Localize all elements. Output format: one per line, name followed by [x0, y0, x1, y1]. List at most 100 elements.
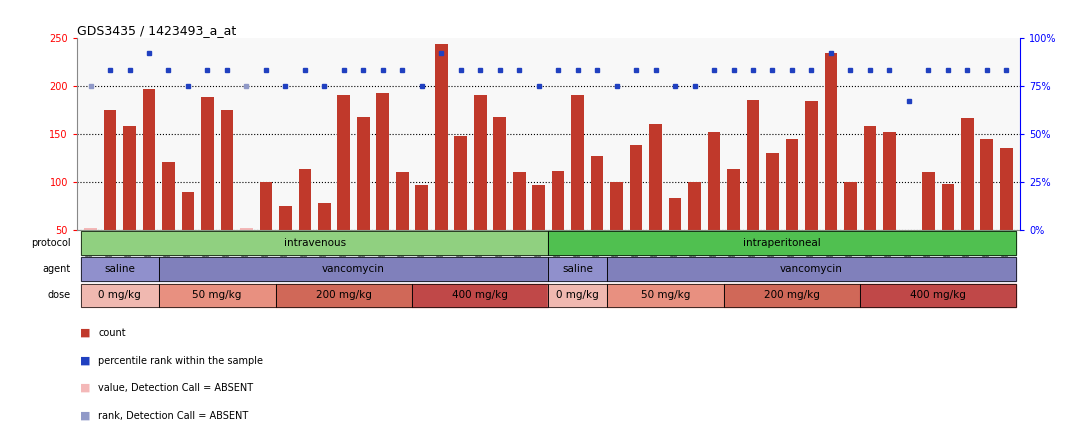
Text: rank, Detection Call = ABSENT: rank, Detection Call = ABSENT [98, 411, 249, 420]
Text: 0 mg/kg: 0 mg/kg [556, 290, 599, 301]
Text: dose: dose [48, 290, 72, 301]
Bar [607, 284, 724, 307]
Bar [81, 284, 159, 307]
Bar [513, 172, 525, 278]
Bar [883, 132, 896, 278]
Bar [318, 203, 331, 278]
Bar [299, 170, 311, 278]
Bar [412, 284, 549, 307]
Bar [357, 116, 370, 278]
Text: intravenous: intravenous [283, 238, 346, 248]
Bar [159, 284, 276, 307]
Bar [942, 184, 954, 278]
Text: GDS3435 / 1423493_a_at: GDS3435 / 1423493_a_at [77, 24, 236, 36]
Bar [182, 191, 194, 278]
Bar [337, 95, 350, 278]
Bar [104, 110, 116, 278]
Text: saline: saline [562, 264, 593, 274]
Bar [549, 258, 607, 281]
Bar [766, 153, 779, 278]
Text: count: count [98, 328, 126, 338]
Text: 0 mg/kg: 0 mg/kg [98, 290, 141, 301]
Bar [669, 198, 681, 278]
Bar [549, 231, 1016, 255]
Bar [549, 258, 607, 281]
Text: ■: ■ [80, 356, 91, 365]
Bar [412, 284, 549, 307]
Text: 50 mg/kg: 50 mg/kg [641, 290, 690, 301]
Bar [1000, 148, 1012, 278]
Bar [549, 231, 1016, 255]
Bar [724, 284, 860, 307]
Bar [474, 95, 487, 278]
Bar [980, 139, 993, 278]
Bar [805, 101, 818, 278]
Bar [201, 97, 214, 278]
Bar [435, 44, 447, 278]
Text: value, Detection Call = ABSENT: value, Detection Call = ABSENT [98, 383, 253, 393]
Bar [240, 228, 253, 278]
Bar [376, 94, 389, 278]
Bar [81, 258, 159, 281]
Bar [610, 182, 623, 278]
Bar [688, 182, 701, 278]
Bar [727, 170, 740, 278]
Bar [276, 284, 412, 307]
Bar [922, 172, 934, 278]
Text: 400 mg/kg: 400 mg/kg [910, 290, 967, 301]
Bar [630, 145, 643, 278]
Bar [607, 284, 724, 307]
Bar [549, 284, 607, 307]
Text: 400 mg/kg: 400 mg/kg [452, 290, 508, 301]
Bar [81, 284, 159, 307]
Bar [415, 185, 428, 278]
Bar [607, 258, 1016, 281]
Bar [708, 132, 721, 278]
Bar [860, 284, 1016, 307]
Bar [81, 258, 159, 281]
Bar [84, 228, 97, 278]
Text: 200 mg/kg: 200 mg/kg [316, 290, 372, 301]
Bar [786, 139, 798, 278]
Text: ■: ■ [80, 328, 91, 338]
Text: ■: ■ [80, 383, 91, 393]
Bar [123, 126, 136, 278]
Bar [221, 110, 233, 278]
Bar [824, 53, 837, 278]
Bar [276, 284, 412, 307]
Text: agent: agent [43, 264, 72, 274]
Bar [81, 231, 549, 255]
Bar [961, 118, 974, 278]
Bar [396, 172, 409, 278]
Bar [493, 116, 506, 278]
Text: vancomycin: vancomycin [323, 264, 384, 274]
Text: ■: ■ [80, 411, 91, 420]
Bar [860, 284, 1016, 307]
Bar [549, 284, 607, 307]
Bar [454, 136, 467, 278]
Bar [532, 185, 545, 278]
Bar [279, 206, 292, 278]
Bar [902, 231, 915, 278]
Text: 200 mg/kg: 200 mg/kg [764, 290, 820, 301]
Text: protocol: protocol [31, 238, 72, 248]
Bar [162, 162, 175, 278]
Bar [260, 182, 272, 278]
Text: percentile rank within the sample: percentile rank within the sample [98, 356, 263, 365]
Bar [81, 231, 549, 255]
Bar [747, 100, 759, 278]
Bar [607, 258, 1016, 281]
Bar [552, 171, 565, 278]
Bar [591, 156, 603, 278]
Bar [649, 124, 662, 278]
Bar [159, 258, 549, 281]
Bar [159, 284, 276, 307]
Bar [864, 126, 876, 278]
Text: saline: saline [105, 264, 136, 274]
Bar [159, 258, 549, 281]
Bar [571, 95, 584, 278]
Bar [143, 89, 155, 278]
Text: intraperitoneal: intraperitoneal [743, 238, 821, 248]
Text: 50 mg/kg: 50 mg/kg [192, 290, 241, 301]
Text: vancomycin: vancomycin [780, 264, 843, 274]
